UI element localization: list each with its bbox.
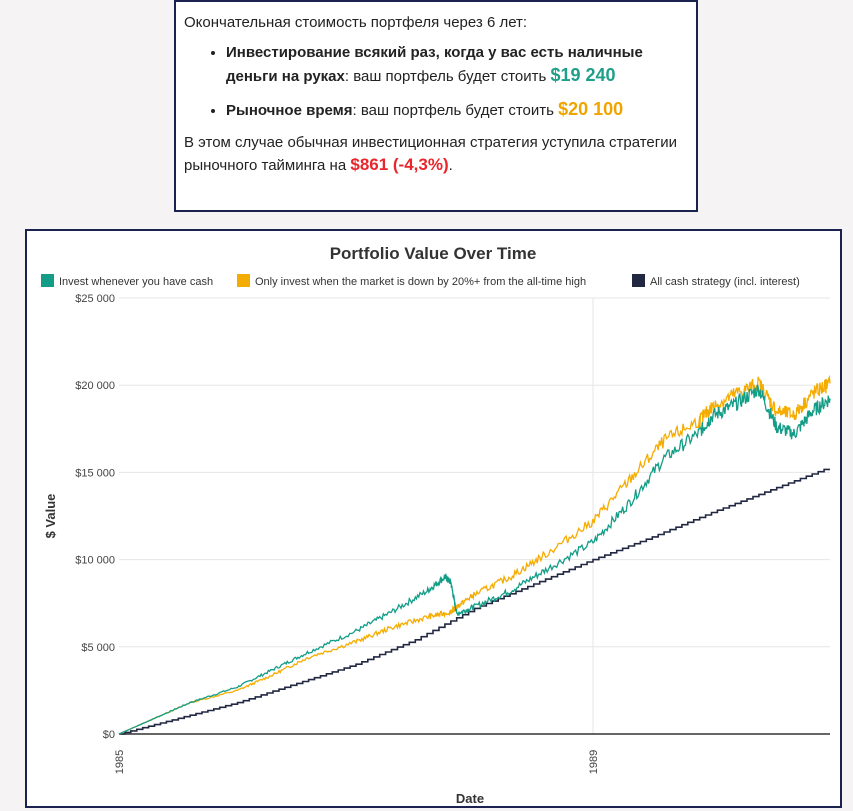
summary-intro: Окончательная стоимость портфеля через 6…: [184, 14, 528, 31]
item2-amount: $20 100: [558, 99, 624, 119]
chart-legend: Invest whenever you have cash Only invest…: [41, 274, 800, 288]
y-axis-label: $ Value: [43, 494, 58, 539]
x-tick-label: 1989: [588, 750, 600, 774]
conclusion-text: В этом случае обычная инвестиционная стр…: [184, 134, 677, 174]
y-tick-label: $25 000: [75, 293, 115, 305]
chart-card: Portfolio Value Over Time Invest wheneve…: [25, 229, 842, 808]
summary-item-invest-cash: Инвестирование всякий раз, когда у вас е…: [226, 42, 688, 88]
x-axis-label: Date: [456, 791, 484, 806]
y-tick-label: $0: [103, 729, 115, 741]
chart-title: Portfolio Value Over Time: [330, 244, 537, 263]
y-tick-label: $20 000: [75, 380, 115, 392]
item2-text: : ваш портфель будет стоить: [352, 102, 559, 119]
summary-item-market-timing: Рыночное время: ваш портфель будет стоит…: [226, 98, 688, 122]
y-tick-label: $5 000: [81, 642, 115, 654]
legend-swatch-invest-cash: [41, 274, 54, 287]
conclusion-end: .: [448, 157, 453, 174]
y-tick-label: $15 000: [75, 467, 115, 479]
portfolio-chart: Portfolio Value Over Time Invest wheneve…: [41, 244, 831, 806]
y-axis-ticks: $0 $5 000 $10 000 $15 000 $20 000 $25 000: [75, 293, 115, 741]
chart-series: [118, 374, 831, 735]
x-tick-label: 1985: [114, 750, 126, 774]
summary-list: Инвестирование всякий раз, когда у вас е…: [184, 42, 688, 122]
legend-label-invest-cash: Invest whenever you have cash: [59, 276, 213, 288]
legend-label-market-timing: Only invest when the market is down by 2…: [255, 276, 586, 288]
item1-text: : ваш портфель будет стоить: [344, 68, 551, 85]
y-tick-label: $10 000: [75, 555, 115, 567]
conclusion-amount: $861 (-4,3%): [350, 155, 449, 174]
item1-amount: $19 240: [550, 65, 616, 85]
summary-conclusion: В этом случае обычная инвестиционная стр…: [184, 132, 688, 177]
item1-bold: Инвестирование всякий раз, когда у вас е…: [226, 44, 643, 85]
series-line-invest-cash: [118, 384, 831, 735]
legend-label-all-cash: All cash strategy (incl. interest): [650, 276, 800, 288]
series-line-market-timing: [118, 374, 831, 735]
legend-swatch-all-cash: [632, 274, 645, 287]
series-line-all-cash: [119, 468, 830, 735]
x-axis-ticks: 1985 1989: [114, 750, 600, 774]
chart-grid: [119, 297, 830, 735]
results-summary: Окончательная стоимость портфеля через 6…: [174, 0, 698, 212]
item2-bold: Рыночное время: [226, 102, 353, 119]
legend-swatch-market-timing: [237, 274, 250, 287]
